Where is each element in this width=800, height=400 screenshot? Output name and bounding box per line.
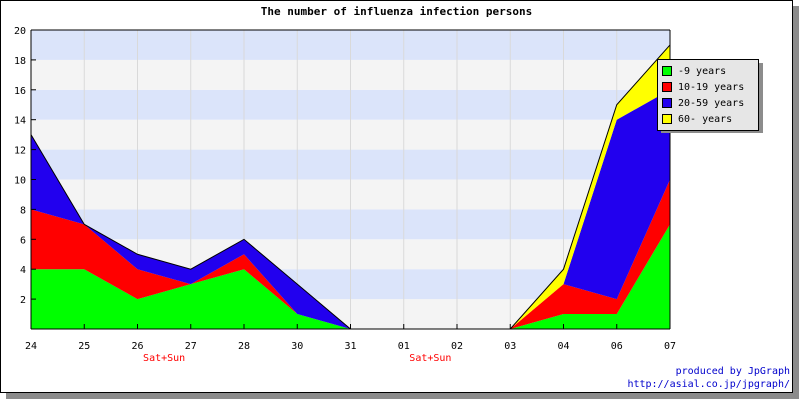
x-tick-label: 01: [398, 341, 410, 352]
y-tick-label: 12: [14, 146, 26, 157]
chart-title: The number of influenza infection person…: [260, 5, 533, 18]
legend-swatch: [662, 114, 672, 124]
x-tick-label: 03: [504, 341, 516, 352]
weekend-label: Sat+Sun: [143, 353, 185, 364]
legend-label: 20-59 years: [678, 97, 745, 109]
x-tick-label: 06: [611, 341, 623, 352]
legend-swatch: [662, 98, 672, 108]
legend-label: 60- years: [678, 113, 733, 125]
y-tick-label: 18: [14, 56, 26, 67]
legend-item: 10-19 years: [662, 79, 754, 95]
y-tick-label: 10: [14, 176, 26, 187]
series-area: [31, 224, 670, 329]
legend-item: 20-59 years: [662, 95, 754, 111]
legend: -9 years 10-19 years 20-59 years 60- years: [657, 59, 759, 131]
x-tick-label: 26: [131, 341, 143, 352]
x-tick-label: 30: [291, 341, 303, 352]
x-tick-label: 04: [557, 341, 569, 352]
legend-item: -9 years: [662, 63, 754, 79]
credit-link[interactable]: http://asial.co.jp/jpgraph/: [627, 379, 790, 390]
y-tick-label: 20: [14, 26, 26, 37]
x-tick-labels: 24 25 26 27 28 30 31 01 02 03 04 06 07: [25, 324, 676, 352]
credit-text: produced by JpGraph: [675, 366, 790, 377]
x-tick-label: 25: [78, 341, 90, 352]
legend-item: 60- years: [662, 111, 754, 127]
x-tick-label: 28: [238, 341, 250, 352]
legend-swatch: [662, 82, 672, 92]
y-tick-label: 2: [20, 295, 26, 306]
y-tick-label: 16: [14, 86, 26, 97]
series-area: [31, 179, 670, 329]
frame-shadow-right: [793, 6, 799, 399]
legend-label: 10-19 years: [678, 81, 745, 93]
y-tick-label: 14: [14, 116, 26, 127]
weekend-label: Sat+Sun: [409, 353, 451, 364]
y-tick-label: 6: [20, 235, 26, 246]
x-tick-label: 07: [664, 341, 676, 352]
x-tick-label: 24: [25, 341, 37, 352]
frame-shadow-bottom: [6, 393, 799, 399]
y-tick-labels: 2 4 6 8 10 12 14 16 18 20: [14, 26, 36, 306]
x-tick-label: 31: [344, 341, 356, 352]
weekend-labels: Sat+Sun Sat+Sun: [143, 353, 451, 364]
legend-swatch: [662, 66, 672, 76]
x-tick-label: 27: [185, 341, 197, 352]
y-tick-label: 8: [20, 205, 26, 216]
x-tick-label: 02: [451, 341, 463, 352]
y-tick-label: 4: [20, 265, 26, 276]
legend-label: -9 years: [678, 65, 727, 77]
